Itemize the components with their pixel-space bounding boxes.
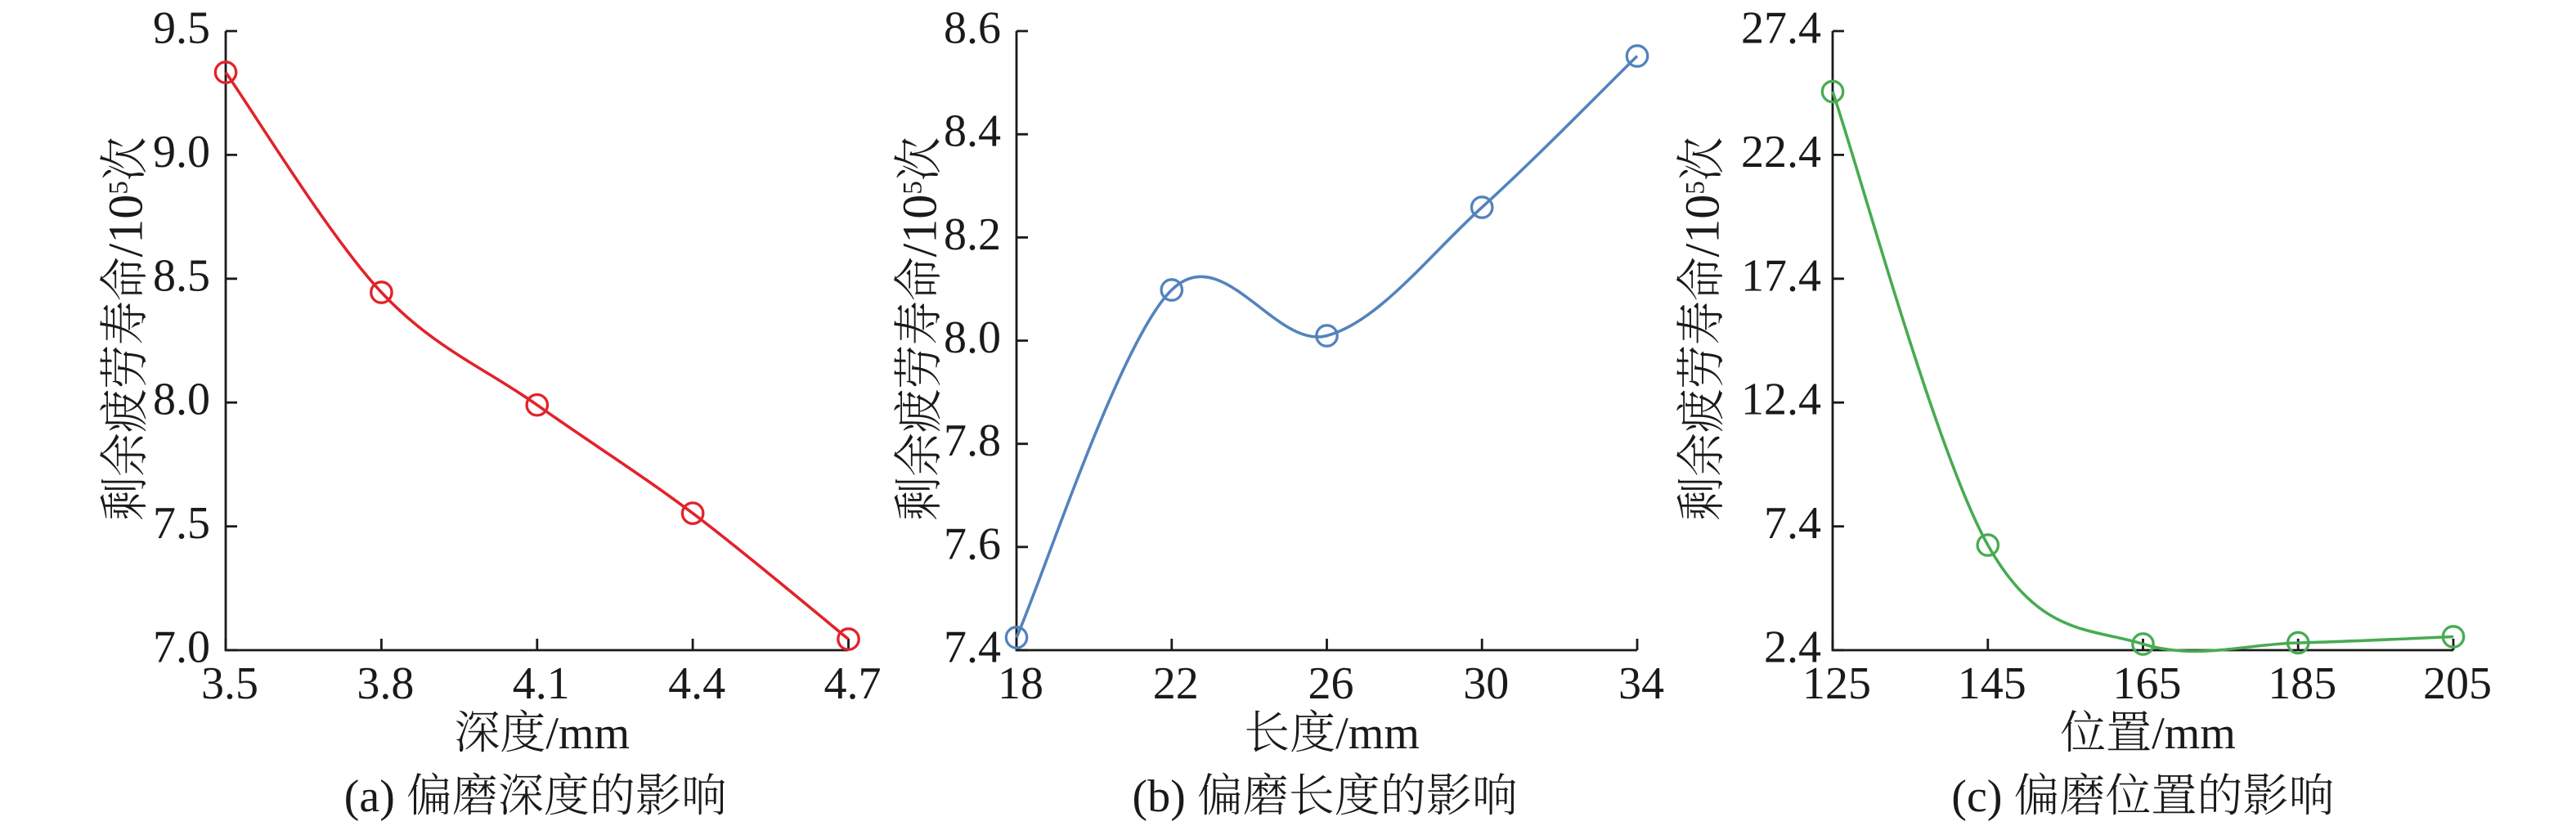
svg-text:145: 145 (1958, 658, 2026, 709)
svg-text:12.4: 12.4 (1741, 375, 1821, 425)
svg-text:205: 205 (2423, 658, 2492, 709)
svg-text:7.0: 7.0 (153, 622, 210, 673)
svg-text:8.0: 8.0 (944, 312, 1001, 363)
svg-text:7.4: 7.4 (1764, 498, 1821, 549)
svg-text:8.2: 8.2 (944, 209, 1001, 260)
svg-text:7.4: 7.4 (944, 622, 1001, 673)
svg-text:7.5: 7.5 (153, 498, 210, 549)
svg-text:8.6: 8.6 (944, 3, 1001, 54)
svg-text:17.4: 17.4 (1741, 250, 1821, 301)
svg-text:9.0: 9.0 (153, 127, 210, 177)
svg-text:4.7: 4.7 (824, 658, 882, 709)
svg-text:3.8: 3.8 (357, 658, 414, 709)
svg-text:8.0: 8.0 (153, 375, 210, 425)
svg-text:7.8: 7.8 (944, 415, 1001, 466)
svg-text:2.4: 2.4 (1764, 622, 1821, 673)
svg-text:18: 18 (998, 658, 1043, 709)
svg-text:34: 34 (1618, 658, 1664, 709)
svg-text:27.4: 27.4 (1741, 3, 1821, 54)
svg-text:26: 26 (1308, 658, 1354, 709)
svg-text:22: 22 (1153, 658, 1199, 709)
svg-text:30: 30 (1463, 658, 1509, 709)
svg-text:9.5: 9.5 (153, 3, 210, 54)
svg-text:8.5: 8.5 (153, 250, 210, 301)
svg-text:3.5: 3.5 (201, 658, 258, 709)
svg-text:22.4: 22.4 (1741, 127, 1821, 177)
svg-text:125: 125 (1802, 658, 1871, 709)
svg-text:4.1: 4.1 (513, 658, 570, 709)
svg-text:8.4: 8.4 (944, 106, 1001, 157)
svg-text:185: 185 (2268, 658, 2336, 709)
svg-text:7.6: 7.6 (944, 518, 1001, 569)
svg-text:4.4: 4.4 (668, 658, 725, 709)
svg-text:165: 165 (2113, 658, 2182, 709)
